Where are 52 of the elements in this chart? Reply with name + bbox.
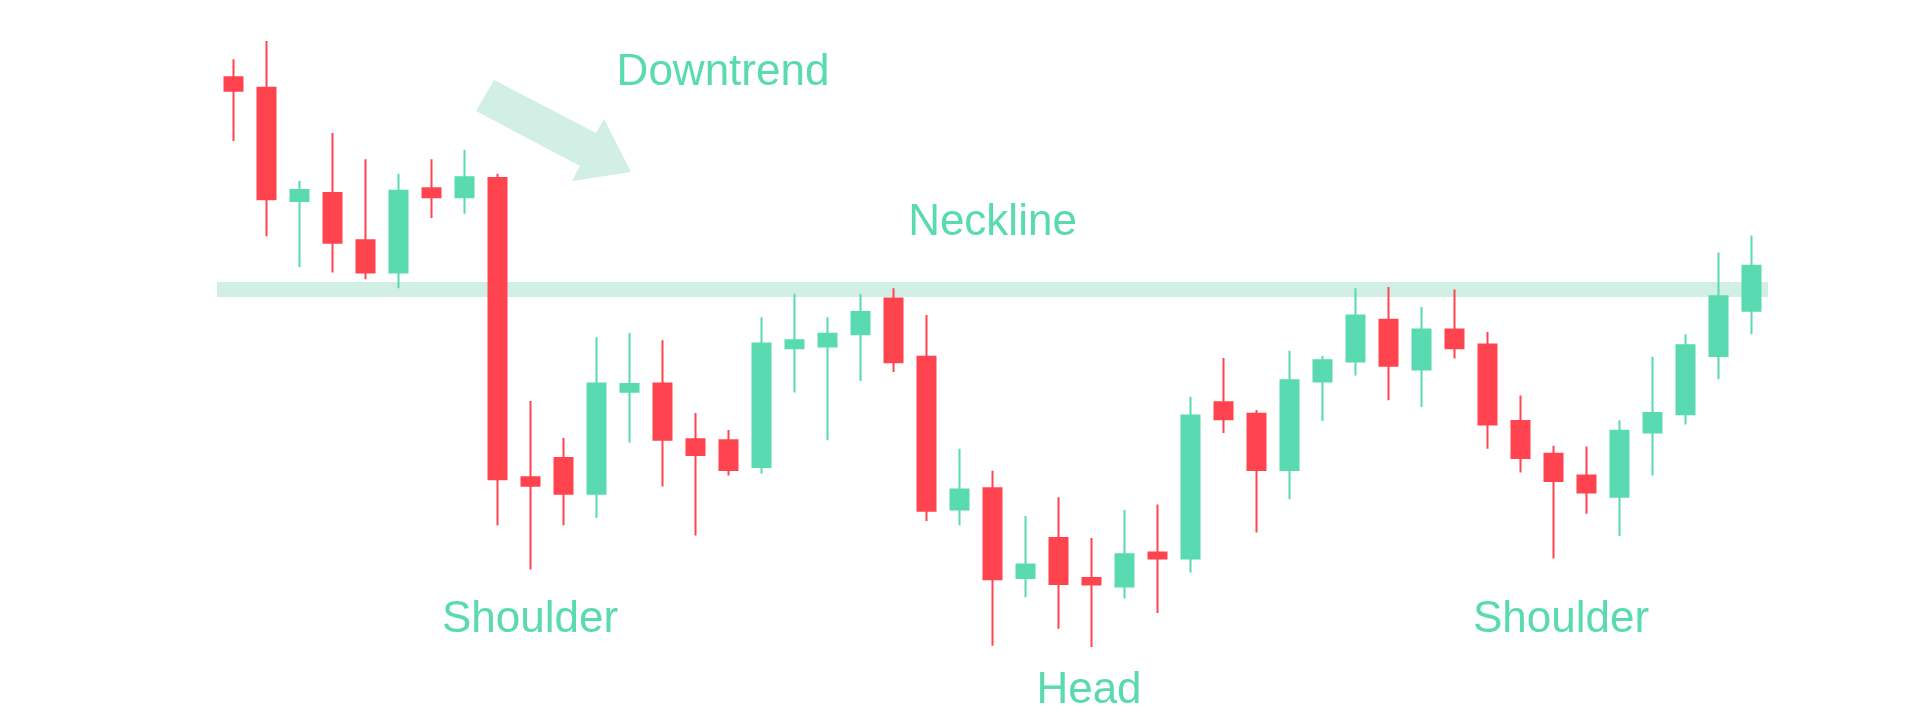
candlestick <box>949 447 970 527</box>
candlestick <box>1147 503 1168 615</box>
candlestick <box>1312 355 1333 422</box>
candlestick <box>1279 349 1300 501</box>
candlestick <box>1609 419 1630 538</box>
candlestick <box>586 336 607 519</box>
candlestick <box>718 429 739 477</box>
candlestick <box>1015 515 1036 599</box>
candlestick <box>1345 287 1366 377</box>
annotation: Downtrend <box>616 44 830 94</box>
candlestick <box>223 58 244 142</box>
candlestick <box>916 313 937 522</box>
candlestick <box>322 132 343 274</box>
candlestick <box>1081 536 1102 648</box>
candlestick <box>1510 394 1531 474</box>
candlestick <box>553 436 574 527</box>
candlestick <box>784 292 805 394</box>
candlestick <box>1444 288 1465 360</box>
candlestick <box>1543 444 1564 560</box>
annotation: Shoulder <box>441 591 619 641</box>
text: Head <box>1036 662 1142 712</box>
candlestick <box>652 339 673 488</box>
candlestick <box>1741 234 1762 336</box>
candlestick <box>1246 409 1267 534</box>
ref-line-label: Neckline <box>908 194 1077 244</box>
candlestick <box>1642 355 1663 477</box>
candlestick <box>619 332 640 444</box>
candlestick <box>1378 286 1399 402</box>
candlestick <box>1213 356 1234 435</box>
candlestick <box>1180 395 1201 574</box>
candlestick <box>256 40 277 238</box>
candlestick <box>1114 509 1135 600</box>
candlestick <box>1708 251 1729 381</box>
candlestick <box>388 172 409 290</box>
candlestick <box>355 158 376 281</box>
candlestick <box>1576 445 1597 515</box>
candlestick <box>454 149 475 215</box>
candlestick <box>1675 333 1696 426</box>
candlestick <box>487 172 508 527</box>
candlestick <box>850 292 871 382</box>
candlestick <box>982 469 1003 647</box>
candlestick <box>520 399 541 571</box>
candlestick <box>751 316 772 475</box>
candlestick <box>817 316 838 442</box>
candlestick <box>289 179 310 269</box>
candlestick <box>1048 496 1069 630</box>
annotation: Shoulder <box>1472 591 1650 641</box>
candlestick <box>421 158 442 219</box>
candlestick <box>685 412 706 537</box>
candlestick <box>883 287 904 373</box>
candlestick <box>1411 306 1432 409</box>
candlestick <box>1477 330 1498 450</box>
